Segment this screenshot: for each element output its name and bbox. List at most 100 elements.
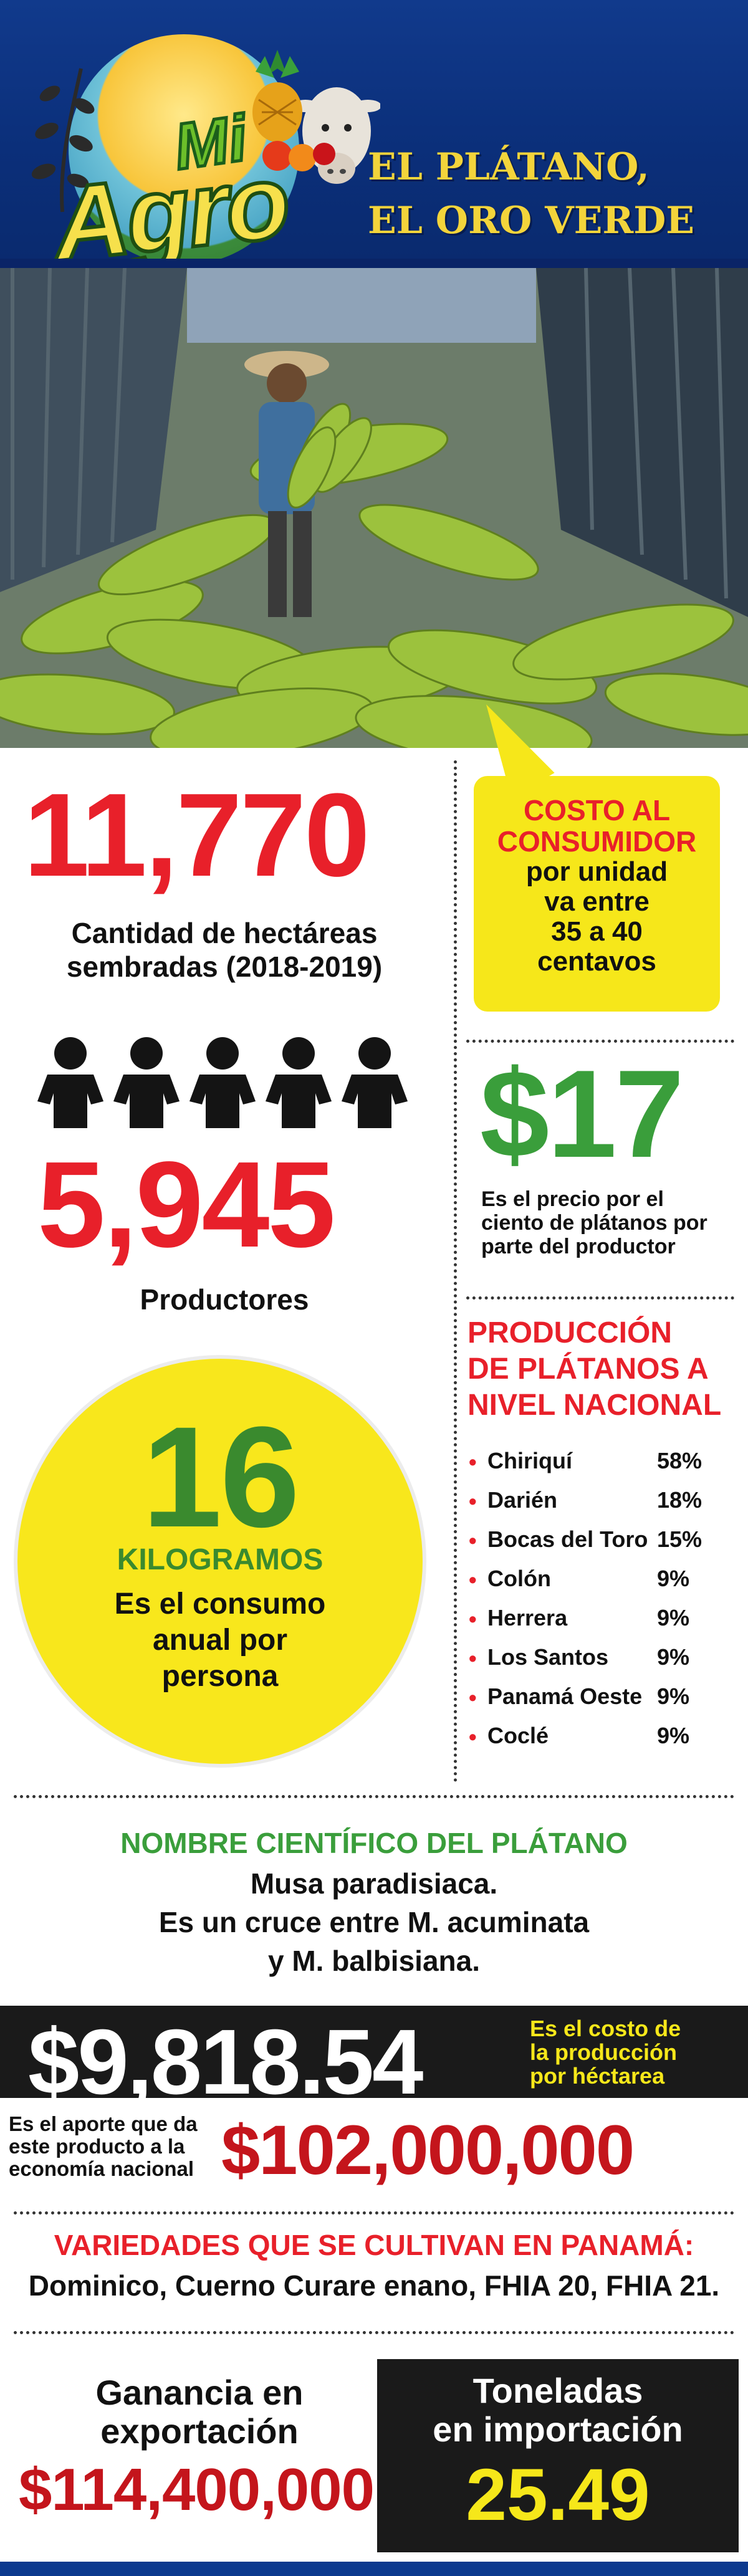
mi-agro-logo: Mi Agro: [25, 25, 380, 285]
scientific-line-2: Es un cruce entre M. acuminata: [158, 1906, 590, 1938]
cost-title-line-2: CONSUMIDOR: [497, 825, 697, 858]
import-label: Toneladas en importación: [377, 2372, 739, 2449]
province-pct: 18%: [657, 1487, 702, 1513]
page-title: EL PLÁTANO, EL ORO VERDE: [368, 140, 742, 247]
person-icon: [266, 1037, 332, 1128]
province-pct: 15%: [657, 1526, 702, 1552]
price-label-line-1: Es el precio por el: [481, 1187, 664, 1211]
bullet-icon: •: [469, 1645, 477, 1671]
pineapple-icon: [252, 50, 302, 142]
consumer-cost-box: COSTO AL CONSUMIDOR por unidad va entre …: [474, 776, 720, 1012]
producer-price-value: $17: [480, 1045, 684, 1184]
varieties-title: VARIEDADES QUE SE CULTIVAN EN PANAMÁ:: [54, 2229, 694, 2261]
hectares-label: Cantidad de hectáreas sembradas (2018-20…: [25, 916, 424, 984]
export-value: $114,400,000: [19, 2456, 375, 2523]
export-label: Ganancia en exportación: [25, 2373, 374, 2451]
cost-body-line-3: 35 a 40: [551, 916, 643, 947]
producers-label: Productores: [140, 1283, 309, 1316]
province-pct: 9%: [657, 1605, 690, 1630]
province-pct: 9%: [657, 1566, 690, 1591]
title-line-2: EL ORO VERDE: [368, 199, 695, 242]
scientific-title: NOMBRE CIENTÍFICO DEL PLÁTANO: [120, 1827, 628, 1859]
production-cost-note-line-1: Es el costo de: [530, 2016, 681, 2041]
bullet-icon: •: [469, 1528, 477, 1553]
contribution-note-line-1: Es el aporte que da: [9, 2112, 198, 2135]
consumption-circle: [17, 1359, 423, 1764]
fruit-icon: [262, 141, 335, 171]
person-icon: [189, 1037, 256, 1128]
consumption-label-line-3: persona: [161, 1660, 279, 1693]
hectares-label-line-2: sembradas (2018-2019): [66, 950, 383, 983]
hectares-value: 11,770: [24, 769, 370, 901]
consumption-label: Es el consumo anual por persona: [17, 1586, 423, 1695]
list-item: • Coclé 9%: [469, 1718, 743, 1757]
divider-right-2: [466, 1296, 734, 1300]
cost-body-line-4: centavos: [537, 946, 656, 977]
province-pct: 58%: [657, 1448, 702, 1473]
production-cost-note-line-3: por héctarea: [530, 2063, 665, 2089]
bullet-icon: •: [469, 1606, 477, 1632]
leaf-branch-icon: [31, 68, 95, 213]
list-item: • Chiriquí 58%: [469, 1443, 743, 1482]
production-cost-note-line-2: la producción: [530, 2039, 678, 2065]
photo-illustration: [0, 268, 748, 748]
consumption-label-line-2: anual por: [152, 1624, 288, 1657]
price-label-line-2: ciento de plátanos por: [481, 1211, 707, 1235]
province-name: Chiriquí: [487, 1448, 572, 1473]
consumption-unit: KILOGRAMOS: [117, 1543, 324, 1576]
producer-price-label: Es el precio por el ciento de plátanos p…: [481, 1187, 737, 1258]
production-cost-value: $9,818.54: [28, 2011, 423, 2114]
header-banner: Mi Agro EL PLÁTANO, EL ORO VERDE: [0, 0, 748, 285]
list-item: • Colón 9%: [469, 1561, 743, 1600]
bullet-icon: •: [469, 1724, 477, 1750]
person-icon: [37, 1037, 103, 1128]
bullet-icon: •: [469, 1449, 477, 1475]
bullet-icon: •: [469, 1567, 477, 1592]
export-label-line-1: Ganancia en: [95, 2373, 304, 2412]
production-cost-note: Es el costo de la producción por héctare…: [530, 2017, 742, 2088]
import-label-line-1: Toneladas: [472, 2371, 643, 2410]
list-item: • Panamá Oeste 9%: [469, 1678, 743, 1718]
production-cost-bar: $9,818.54 Es el costo de la producción p…: [0, 2006, 748, 2114]
vertical-divider: [454, 760, 457, 1783]
divider-right-1: [466, 1040, 734, 1043]
import-value: 25.49: [466, 2454, 650, 2536]
contribution-value: $102,000,000: [221, 2111, 635, 2189]
province-name: Los Santos: [487, 1644, 609, 1670]
cost-body-line-1: por unidad: [525, 856, 668, 887]
scientific-line-1: Musa paradisiaca.: [250, 1867, 498, 1900]
cost-body-line-2: va entre: [544, 886, 650, 917]
cost-title-line-1: COSTO AL: [523, 794, 671, 826]
list-item: • Herrera 9%: [469, 1600, 743, 1639]
bullet-icon: •: [469, 1685, 477, 1710]
price-label-line-3: parte del productor: [481, 1235, 676, 1258]
province-pct: 9%: [657, 1683, 690, 1709]
production-title-line-2: DE PLÁTANOS A: [467, 1353, 709, 1386]
consumption-label-line-1: Es el consumo: [114, 1587, 326, 1621]
production-title-line-3: NIVEL NACIONAL: [467, 1389, 722, 1422]
divider-full-1: [14, 1795, 734, 1798]
province-name: Colón: [487, 1566, 551, 1591]
list-item: • Los Santos 9%: [469, 1639, 743, 1678]
varieties-text: Dominico, Cuerno Curare enano, FHIA 20, …: [28, 2269, 720, 2302]
import-label-line-2: en importación: [433, 2410, 683, 2449]
import-box: Toneladas en importación 25.49: [377, 2359, 739, 2552]
contribution-note-line-2: este producto a la: [9, 2135, 185, 2158]
production-list: • Chiriquí 58% • Darién 18% • Bocas del Toro 1…: [469, 1443, 743, 1757]
production-title: PRODUCCIÓN DE PLÁTANOS A NIVEL NACIONAL: [467, 1315, 742, 1424]
contribution-note: Es el aporte que da este producto a la e…: [9, 2113, 221, 2180]
header-divider: [0, 259, 748, 268]
bullet-icon: •: [469, 1488, 477, 1514]
producers-value: 5,945: [37, 1136, 335, 1273]
person-icon: [342, 1037, 408, 1128]
province-name: Darién: [487, 1487, 558, 1513]
scientific-line-3: y M. balbisiana.: [268, 1945, 480, 1977]
export-label-line-2: exportación: [100, 2411, 299, 2451]
province-pct: 9%: [657, 1644, 690, 1670]
province-name: Bocas del Toro: [487, 1526, 648, 1552]
province-pct: 9%: [657, 1723, 690, 1748]
production-title-line-1: PRODUCCIÓN: [467, 1316, 673, 1349]
title-line-1: EL PLÁTANO,: [368, 145, 650, 189]
banana-truck-photo: [0, 268, 748, 748]
